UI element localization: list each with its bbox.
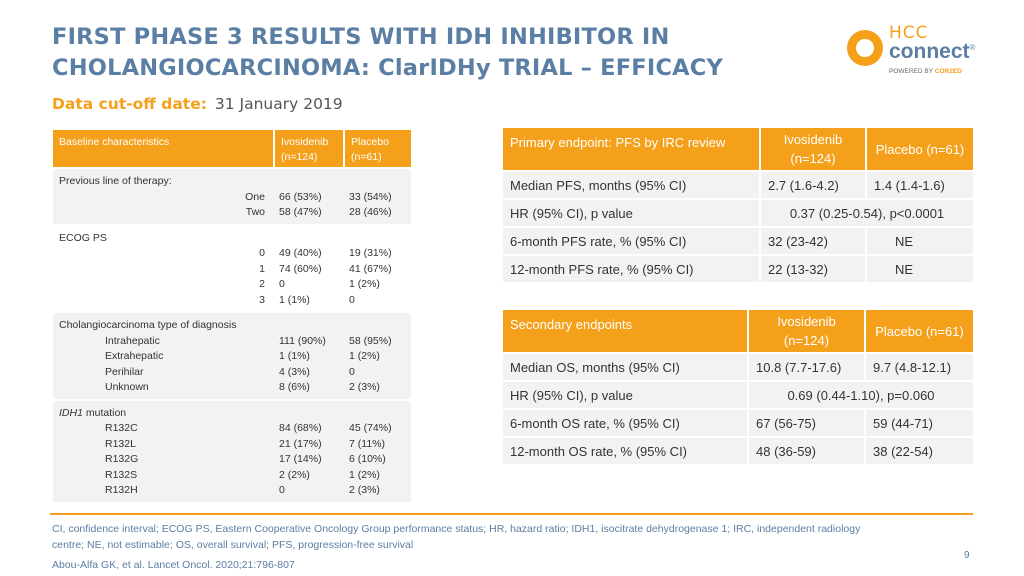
reference: Abou-Alfa GK, et al. Lancet Oncol. 2020;…	[52, 559, 295, 571]
footnote: CI, confidence interval; ECOG PS, Easter…	[52, 523, 861, 551]
primary-endpoint-table: Primary endpoint: PFS by IRC review Ivos…	[503, 128, 973, 282]
baseline-header-label: Baseline characteristics	[59, 136, 170, 148]
title-line-2: CHOLANGIOCARCINOMA: ClarIDHy TRIAL – EFF…	[52, 55, 723, 81]
title-line-1: FIRST PHASE 3 RESULTS WITH IDH INHIBITOR…	[52, 24, 670, 50]
logo-hcc: HCC	[889, 23, 929, 43]
secondary-header-label: Secondary endpoints	[510, 317, 633, 332]
secondary-header-placebo: Placebo (n=61)	[864, 310, 973, 352]
cutoff-label: Data cut-off date:	[52, 95, 207, 113]
baseline-header-placebo: Placebo (n=61)	[343, 130, 411, 167]
table-row: HR (95% CI), p value 0.37 (0.25-0.54), p<…	[503, 198, 973, 226]
logo-powered-by: POWERED BY COR2ED	[889, 68, 962, 75]
baseline-header-ivosidenib: Ivosidenib (n=124)	[273, 130, 343, 167]
secondary-endpoints-table: Secondary endpoints Ivosidenib (n=124) Pl…	[503, 310, 973, 464]
secondary-header-ivosidenib: Ivosidenib (n=124)	[747, 310, 864, 352]
table-row: R132C 84 (68%) 45 (74%)	[105, 422, 392, 434]
primary-header-placebo: Placebo (n=61)	[865, 128, 973, 170]
table-row: HR (95% CI), p value 0.69 (0.44-1.10), p=…	[503, 380, 973, 408]
hcc-connect-logo: HCC connect® POWERED BY COR2ED	[845, 20, 995, 80]
table-row: 1 74 (60%) 41 (67%)	[259, 262, 392, 275]
table-row: 0 49 (40%) 19 (31%)	[259, 247, 392, 259]
table-row: Perihilar 4 (3%) 0	[105, 365, 355, 378]
table-row: 6-month OS rate, % (95% CI) 67 (56-75) 59 …	[503, 408, 973, 436]
table-row: R132H 0 2 (3%)	[105, 484, 380, 496]
idh1-group: IDH1 mutation R132C 84 (68%) 45 (74%) R132…	[53, 398, 411, 502]
table-row: R132G 17 (14%) 6 (10%)	[105, 453, 386, 465]
table-row: R132L 21 (17%) 7 (11%)	[105, 437, 385, 450]
page-number: 9	[964, 550, 970, 561]
table-row: Extrahepatic 1 (1%) 1 (2%)	[105, 350, 380, 362]
secondary-header: Secondary endpoints Ivosidenib (n=124) Pl…	[503, 310, 973, 352]
group-label: ECOG PS	[59, 231, 107, 244]
table-row: R132S 2 (2%) 1 (2%)	[105, 468, 380, 481]
baseline-header: Baseline characteristics Ivosidenib (n=12…	[53, 130, 411, 167]
table-row: One 66 (53%) 33 (54%)	[245, 190, 392, 203]
data-cutoff: Data cut-off date: 31 January 2019	[52, 95, 343, 113]
group-label: Previous line of therapy:	[59, 175, 172, 187]
primary-header-ivosidenib: Ivosidenib (n=124)	[759, 128, 865, 170]
table-row: 12-month OS rate, % (95% CI) 48 (36-59) 38…	[503, 436, 973, 464]
ecog-group: ECOG PS 0 49 (40%) 19 (31%) 1 74 (60%) 41 (6…	[53, 223, 411, 311]
logo-connect: connect®	[889, 40, 976, 63]
baseline-table: Baseline characteristics Ivosidenib (n=12…	[53, 130, 411, 502]
prev-therapy-group: Previous line of therapy: One 66 (53%) 33 …	[53, 167, 411, 224]
cutoff-value: 31 January 2019	[214, 95, 343, 113]
footer-divider	[50, 513, 973, 515]
table-row: Median PFS, months (95% CI) 2.7 (1.6-4.2)…	[503, 170, 973, 198]
slide-title: FIRST PHASE 3 RESULTS WITH IDH INHIBITOR…	[52, 22, 812, 84]
table-row: Median OS, months (95% CI) 10.8 (7.7-17.6…	[503, 352, 973, 380]
primary-header: Primary endpoint: PFS by IRC review Ivos…	[503, 128, 973, 170]
table-row: Two 58 (47%) 28 (46%)	[245, 206, 392, 218]
diagnosis-group: Cholangiocarcinoma type of diagnosis Int…	[53, 311, 411, 399]
table-row: 6-month PFS rate, % (95% CI) 32 (23-42) NE	[503, 226, 973, 254]
table-row: Unknown 8 (6%) 2 (3%)	[105, 381, 380, 393]
logo-ring-icon	[847, 30, 883, 66]
primary-header-label: Primary endpoint: PFS by IRC review	[510, 135, 726, 150]
group-label: Cholangiocarcinoma type of diagnosis	[59, 319, 237, 331]
group-label: IDH1 mutation	[59, 406, 127, 419]
table-row: Intrahepatic 111 (90%) 58 (95%)	[105, 334, 392, 347]
table-row: 12-month PFS rate, % (95% CI) 22 (13-32) N…	[503, 254, 973, 282]
